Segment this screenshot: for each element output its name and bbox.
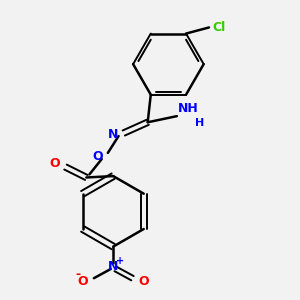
Text: O: O xyxy=(77,275,88,288)
Text: O: O xyxy=(138,275,149,288)
Text: O: O xyxy=(50,158,60,170)
Text: Cl: Cl xyxy=(212,21,225,34)
Text: H: H xyxy=(195,118,205,128)
Text: NH: NH xyxy=(178,102,199,115)
Text: N: N xyxy=(108,128,118,141)
Text: O: O xyxy=(93,150,103,163)
Text: N: N xyxy=(108,260,119,273)
Text: +: + xyxy=(116,256,124,266)
Text: -: - xyxy=(76,268,81,281)
